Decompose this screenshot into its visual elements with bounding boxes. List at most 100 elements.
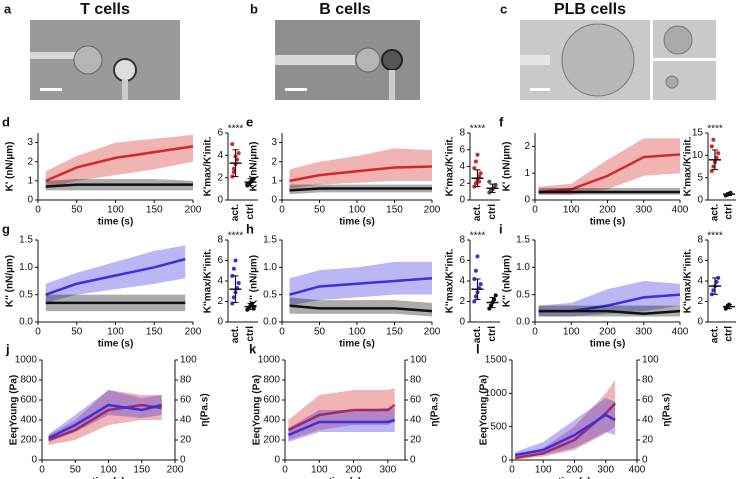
y-tick-label: 8	[459, 128, 465, 139]
x-tick-label: 150	[386, 205, 403, 216]
x-tick-label: 200	[566, 465, 583, 476]
x-tick-label: 100	[349, 205, 366, 216]
y-tick-label: 1.0	[19, 262, 33, 273]
y-tick-label: 0	[642, 455, 648, 466]
y-tick-label: 6	[459, 255, 465, 266]
x-tick-label: 150	[133, 465, 150, 476]
y-tick-label: 500	[490, 421, 507, 432]
y-tick-label: 0	[31, 455, 37, 466]
y-tick-label: 3	[271, 137, 277, 148]
x-tick-label: 0	[509, 465, 515, 476]
line	[45, 183, 193, 188]
y-tick-label: 0.5	[19, 289, 33, 300]
y-tick-label: 40	[410, 415, 422, 426]
point	[473, 268, 478, 273]
point	[475, 254, 480, 259]
point	[493, 293, 498, 298]
y-tick-label: 0.0	[19, 317, 33, 328]
y-tick-label: 1000	[15, 355, 38, 366]
y-tick-label: 0	[697, 317, 703, 328]
band	[515, 398, 616, 458]
y2-axis-label: η(Pa.s)	[430, 393, 441, 426]
panel-letter: f	[499, 114, 504, 129]
point	[231, 266, 236, 271]
point	[472, 166, 477, 171]
x-tick-label: 0	[35, 327, 41, 338]
y-axis-label: K'max/K'init.	[683, 136, 694, 196]
x-tick-label: 200	[424, 327, 441, 338]
x-tick-label: 100	[563, 327, 580, 338]
scale-bar	[285, 88, 307, 91]
line	[289, 277, 433, 296]
y-axis-label: K'max/K'init.	[445, 136, 456, 196]
annotation: ****	[228, 231, 244, 242]
scale-bar	[530, 88, 550, 91]
category-label: act.	[472, 326, 483, 343]
x-axis-label: time (s)	[590, 217, 626, 228]
y-tick-label: 60	[180, 395, 192, 406]
x-tick-label: 200	[599, 327, 616, 338]
y-tick-label: 6	[697, 255, 703, 266]
y-tick-label: 8	[459, 235, 465, 246]
x-tick-label: 50	[314, 205, 326, 216]
y2-axis-label: η(Pa.s)	[200, 393, 211, 426]
x-tick-label: 100	[107, 327, 124, 338]
line	[289, 165, 433, 183]
y-tick-label: 4	[697, 276, 703, 287]
line	[514, 413, 616, 457]
x-tick-label: 100	[100, 465, 117, 476]
point	[230, 142, 235, 147]
point	[711, 137, 716, 142]
point	[235, 157, 240, 162]
y-axis-label: K' (nN/µm)	[249, 142, 260, 192]
y-tick-label: 400	[263, 415, 280, 426]
x-tick-label: 400	[672, 327, 689, 338]
y-axis-label: K' (nN/µm)	[502, 142, 513, 192]
line	[48, 403, 162, 442]
y-tick-label: 1.5	[19, 235, 33, 246]
panel-letter: j	[5, 341, 10, 356]
point	[472, 276, 477, 281]
image-panels: a T cells b B cells c PLB cells	[4, 1, 716, 100]
y-tick-label: 100	[642, 355, 659, 366]
y-axis-label: K' (nN/µm)	[5, 142, 16, 192]
band	[289, 297, 432, 317]
panel-letter: h	[246, 221, 254, 236]
x-tick-label: 100	[349, 327, 366, 338]
y-tick-label: 1.0	[263, 262, 277, 273]
x-tick-label: 150	[146, 205, 163, 216]
pipette	[520, 55, 550, 65]
y-tick-label: 0	[271, 195, 277, 206]
x-tick-label: 50	[314, 327, 326, 338]
point	[478, 171, 483, 176]
bead	[381, 49, 403, 71]
annotation: ****	[707, 231, 723, 242]
panel-title: B cells	[319, 1, 371, 18]
x-tick-label: 0	[35, 205, 41, 216]
y-tick-label: 1500	[485, 355, 508, 366]
category-label: act.	[230, 326, 241, 343]
y-tick-label: 40	[642, 415, 654, 426]
category-label: ctrl	[487, 204, 498, 220]
y-tick-label: 6	[459, 144, 465, 155]
x-tick-label: 150	[146, 327, 163, 338]
panel-letter: c	[500, 1, 507, 16]
y-tick-label: 4	[459, 276, 465, 287]
line	[45, 145, 194, 183]
point	[251, 176, 256, 181]
y-tick-label: 1	[271, 175, 277, 186]
y-tick-label: 80	[642, 375, 654, 386]
point	[493, 182, 498, 187]
cell	[663, 25, 693, 55]
y-tick-label: 2	[217, 172, 223, 183]
y-tick-label: 1	[524, 168, 530, 179]
band	[538, 281, 680, 317]
category-label: ctrl	[245, 204, 256, 220]
point	[478, 282, 483, 287]
y-tick-label: 600	[263, 395, 280, 406]
x-tick-label: 200	[185, 205, 202, 216]
x-tick-label: 0	[279, 327, 285, 338]
x-axis-label: time (s)	[98, 217, 134, 228]
x-tick-label: 0	[532, 327, 538, 338]
